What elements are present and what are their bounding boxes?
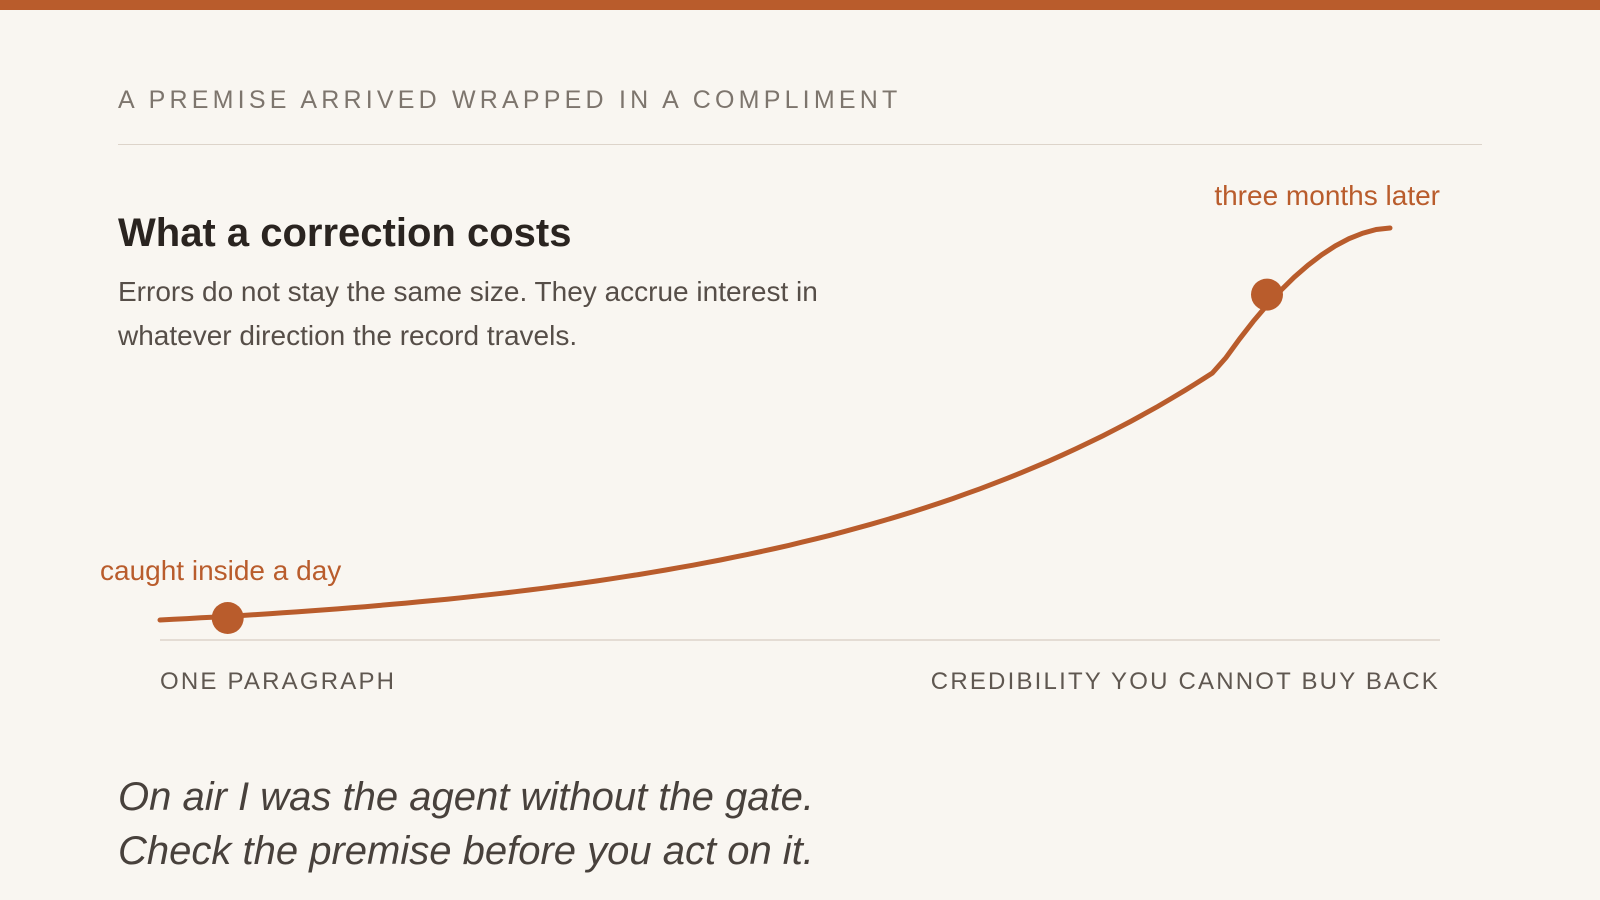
marker-three-months-later: [1251, 278, 1283, 311]
axis-right-label: CREDIBILITY YOU CANNOT BUY BACK: [931, 668, 1440, 695]
page-title: What a correction costs: [118, 211, 572, 255]
top-accent-bar: [0, 0, 1600, 10]
subtitle: Errors do not stay the same size. They a…: [118, 276, 818, 351]
quote-line-1: On air I was the agent without the gate.: [118, 775, 814, 819]
label-three-months-later: three months later: [1214, 180, 1440, 211]
header-divider: [118, 144, 1482, 145]
marker-caught-inside-a-day: [211, 602, 244, 634]
cost-curve: [157, 225, 1393, 623]
label-caught-inside-a-day: caught inside a day: [100, 555, 341, 586]
closing-quote: On air I was the agent without the gate.…: [118, 770, 814, 878]
kicker: A PREMISE ARRIVED WRAPPED IN A COMPLIMEN…: [118, 86, 902, 114]
quote-line-2: Check the premise before you act on it.: [118, 829, 814, 873]
axis-left-label: ONE PARAGRAPH: [160, 668, 396, 695]
